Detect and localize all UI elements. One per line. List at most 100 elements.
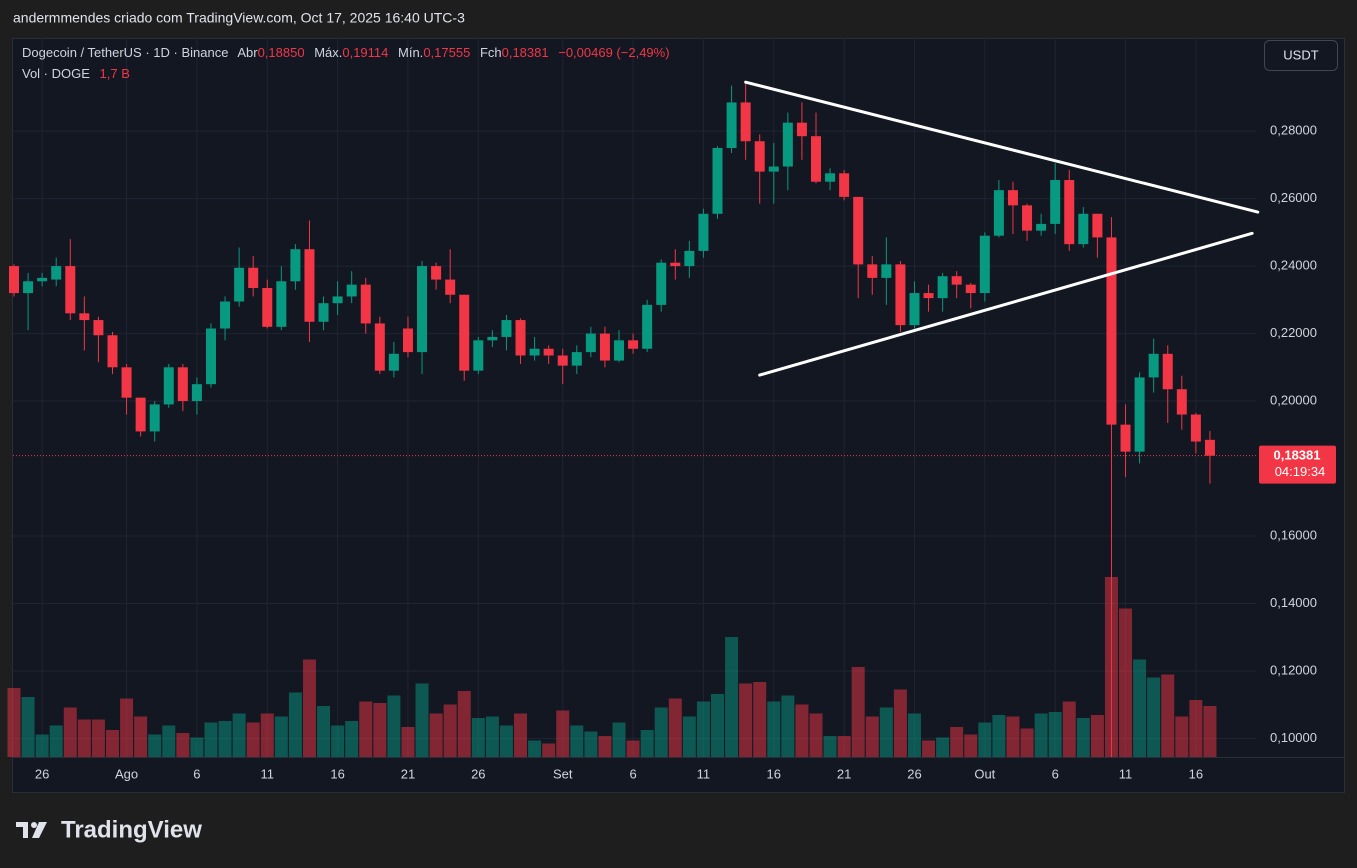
- legend-label: Máx.: [314, 45, 342, 60]
- volume-bar: [288, 692, 302, 757]
- legend-value: 0,18381: [502, 45, 549, 60]
- volume-bar: [218, 721, 232, 757]
- candle-body: [220, 301, 231, 329]
- candle-body: [290, 249, 301, 282]
- candle-body: [205, 328, 216, 385]
- candle-body: [332, 296, 343, 304]
- volume-bar: [457, 691, 471, 757]
- candle-body: [121, 367, 132, 398]
- volume-bar: [274, 716, 288, 757]
- y-tick-label: 0,12000: [1270, 662, 1317, 677]
- candle-body: [599, 333, 610, 361]
- volume-bar: [682, 716, 696, 757]
- candle-body: [1092, 213, 1103, 238]
- candle-body: [543, 348, 554, 356]
- volume-bar: [1147, 677, 1161, 757]
- candle-body: [979, 235, 990, 294]
- volume-bar: [1062, 701, 1076, 757]
- volume-bar: [907, 713, 921, 757]
- candle-body: [374, 323, 385, 371]
- candle-body: [1106, 237, 1117, 425]
- candle-body: [853, 196, 864, 265]
- volume-bar: [514, 713, 528, 757]
- volume-bar: [1006, 716, 1020, 757]
- y-tick-label: 0,20000: [1270, 392, 1317, 407]
- x-tick-label: 16: [767, 766, 781, 781]
- x-tick-label: 11: [1119, 766, 1133, 781]
- candle-body: [515, 320, 526, 356]
- candle-body: [135, 397, 146, 432]
- currency-label[interactable]: USDT: [1283, 47, 1318, 62]
- candle-body: [23, 281, 34, 294]
- symbol-title: Dogecoin / TetherUS · 1D · Binance: [22, 45, 228, 60]
- volume-bar: [851, 667, 865, 757]
- candle-body: [431, 266, 442, 280]
- candle-body: [346, 284, 357, 297]
- candle-body: [1078, 213, 1089, 245]
- candle-body: [248, 267, 259, 289]
- x-tick-label: 16: [1189, 766, 1203, 781]
- volume-bar: [415, 683, 429, 757]
- candle-body: [1007, 190, 1018, 206]
- candle-body: [1148, 353, 1159, 378]
- volume-bar: [443, 704, 457, 757]
- volume-bar: [1133, 659, 1147, 757]
- legend-value: 0,18850: [258, 45, 305, 60]
- candle-body: [881, 264, 892, 278]
- legend-value: 0,17555: [423, 45, 470, 60]
- volume-bar: [598, 736, 612, 757]
- candle-body: [768, 166, 779, 172]
- candle-body: [1190, 414, 1201, 442]
- candle-body: [360, 284, 371, 324]
- candle-body: [867, 264, 878, 278]
- volume-bar: [176, 733, 190, 757]
- candle-body: [65, 266, 76, 314]
- candle-body: [909, 293, 920, 326]
- volume-bar: [612, 722, 626, 757]
- volume-bar: [823, 736, 837, 757]
- legend-label: Mín.: [398, 45, 423, 60]
- logo: TradingView: [16, 816, 202, 843]
- volume-bar: [401, 727, 415, 757]
- candle-body: [993, 190, 1004, 236]
- x-tick-label: Out: [974, 766, 995, 781]
- candle-body: [642, 304, 653, 349]
- volume-bar: [260, 713, 274, 757]
- volume-bar: [978, 722, 992, 757]
- volume-bar: [1189, 700, 1203, 757]
- volume-bar: [879, 707, 893, 757]
- candle-body: [501, 320, 512, 337]
- volume-bar: [77, 719, 91, 757]
- grid: [13, 38, 1256, 757]
- volume-bar: [725, 637, 739, 757]
- candle-body: [670, 262, 681, 267]
- volume-bar: [1119, 608, 1133, 757]
- volume-layer: [7, 577, 1217, 757]
- candle-body: [1064, 180, 1075, 245]
- volume-bar: [542, 743, 556, 757]
- x-tick-label: 21: [837, 766, 851, 781]
- candle-body: [149, 404, 160, 432]
- volume-bar: [232, 713, 246, 757]
- candle-body: [810, 136, 821, 182]
- candle-body: [951, 276, 962, 285]
- x-tick-label: 6: [193, 766, 200, 781]
- trend-line: [758, 231, 1254, 377]
- volume-bar: [922, 740, 936, 757]
- y-tick-label: 0,26000: [1270, 190, 1317, 205]
- candle-body: [684, 250, 695, 267]
- volume-bar: [1175, 716, 1189, 757]
- volume-bar: [331, 725, 345, 757]
- currency-button[interactable]: [1264, 40, 1338, 71]
- y-tick-label: 0,10000: [1270, 730, 1317, 745]
- volume-bar: [1076, 718, 1090, 757]
- volume-bar: [499, 725, 513, 757]
- candle-body: [1022, 205, 1033, 231]
- volume-bar: [767, 701, 781, 757]
- legend-label: Fch: [480, 45, 502, 60]
- axis-layer: 0,10000 0,12000 0,14000 0,16000 0,20000 0,220…: [35, 123, 1336, 781]
- candle-body: [1204, 439, 1215, 456]
- volume-bar: [204, 722, 218, 757]
- x-tick-label: 16: [330, 766, 344, 781]
- volume-bar: [696, 701, 710, 757]
